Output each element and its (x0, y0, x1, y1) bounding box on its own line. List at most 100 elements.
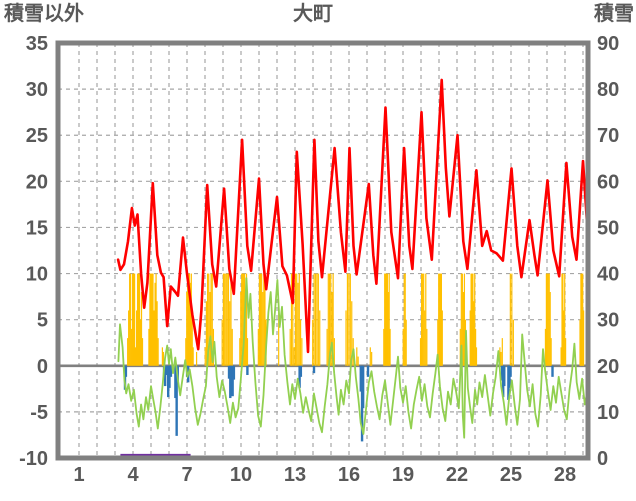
left-axis-tick-label: 25 (26, 125, 48, 147)
yellow-sunshine-bar (581, 273, 583, 366)
yellow-sunshine-bar (422, 273, 424, 366)
blue-precip-bar (168, 365, 171, 388)
yellow-sunshine-bar (560, 347, 562, 366)
yellow-sunshine-bar (461, 273, 463, 366)
yellow-sunshine-bar (386, 273, 388, 366)
yellow-sunshine-bar (156, 301, 158, 366)
x-axis-tick-label: 22 (446, 464, 468, 486)
yellow-sunshine-bar (563, 310, 565, 366)
plot-border (55, 40, 591, 461)
yellow-sunshine-bar (511, 273, 513, 366)
yellow-sunshine-bar (140, 292, 143, 366)
yellow-sunshine-bar (190, 273, 192, 366)
right-axis-tick-label: 10 (597, 402, 619, 424)
blue-precip-bar (167, 365, 170, 398)
yellow-sunshine-bar (134, 347, 137, 366)
yellow-sunshine-bar (185, 338, 187, 366)
yellow-sunshine-bar (469, 310, 471, 366)
yellow-sunshine-bar (371, 351, 373, 366)
yellow-sunshine-bar (132, 273, 134, 366)
yellow-sunshine-bar (313, 273, 315, 366)
yellow-sunshine-bar (439, 273, 442, 366)
blue-precip-bar (246, 365, 249, 375)
yellow-sunshine-bar (261, 273, 263, 366)
yellow-sunshine-bar (231, 328, 233, 366)
yellow-sunshine-bar (208, 273, 210, 366)
yellow-sunshine-bar (582, 273, 584, 366)
yellow-sunshine-bar (151, 273, 153, 366)
yellow-sunshine-bar (259, 273, 262, 366)
left-axis-tick-label: 15 (26, 217, 48, 239)
yellow-sunshine-bar (545, 273, 547, 366)
yellow-sunshine-bar (332, 273, 334, 366)
left-axis-tick-label: 0 (37, 356, 48, 378)
yellow-sunshine-bar (148, 328, 150, 366)
yellow-sunshine-bar (328, 273, 331, 366)
yellow-sunshine-bar (293, 347, 295, 366)
yellow-sunshine-bar (419, 338, 422, 366)
yellow-sunshine-bar (333, 338, 335, 366)
right-axis-tick-label: 0 (597, 448, 608, 470)
yellow-sunshine-bar (245, 273, 248, 366)
yellow-sunshine-bar (136, 273, 139, 366)
yellow-sunshine-bar (141, 338, 144, 366)
yellow-sunshine-bar (241, 273, 243, 366)
x-axis-tick-label: 28 (554, 464, 576, 486)
yellow-sunshine-bar (187, 273, 190, 366)
yellow-sunshine-bar (402, 328, 404, 366)
yellow-sunshine-bar (440, 273, 442, 366)
yellow-sunshine-bar (425, 273, 427, 366)
yellow-sunshine-bar (326, 328, 328, 366)
blue-precip-bar (366, 365, 370, 377)
left-axis-title: 積雪以外 (4, 3, 84, 25)
yellow-sunshine-bar (226, 273, 228, 366)
yellow-sunshine-bar (474, 273, 476, 366)
yellow-sunshine-bar (385, 273, 388, 366)
yellow-sunshine-bar (475, 328, 477, 366)
yellow-sunshine-bar (438, 273, 440, 366)
yellow-sunshine-bar (475, 347, 478, 366)
yellow-sunshine-bar (437, 319, 439, 366)
yellow-sunshine-bar (135, 310, 138, 366)
yellow-sunshine-bar (403, 273, 405, 366)
yellow-sunshine-bar (130, 273, 132, 366)
yellow-sunshine-bar (316, 273, 318, 366)
yellow-sunshine-bar (330, 273, 332, 366)
left-axis-tick-label: 5 (37, 310, 48, 332)
yellow-sunshine-bar (127, 338, 129, 366)
yellow-sunshine-bar (470, 273, 472, 366)
yellow-sunshine-bar (297, 282, 299, 366)
yellow-sunshine-bar (499, 347, 501, 366)
left-axis-tick-label: -10 (19, 448, 48, 470)
yellow-sunshine-bar (222, 273, 225, 366)
yellow-sunshine-bar (204, 347, 206, 366)
yellow-sunshine-bar (550, 338, 552, 366)
x-axis-tick-label: 10 (230, 464, 252, 486)
yellow-sunshine-bar (246, 338, 249, 366)
left-axis-tick-label: 30 (26, 79, 48, 101)
blue-precip-bar (503, 365, 506, 387)
yellow-sunshine-bar (149, 273, 151, 366)
yellow-sunshine-bar (289, 328, 291, 366)
yellow-sunshine-bar (137, 273, 140, 366)
blue-precip-bar (232, 365, 236, 380)
yellow-sunshine-bar (133, 273, 135, 366)
right-axis-tick-label: 20 (597, 356, 619, 378)
yellow-sunshine-bar (154, 282, 156, 366)
yellow-sunshine-bar (579, 319, 581, 366)
yellow-sunshine-bar (161, 347, 163, 366)
left-axis-tick-label: 20 (26, 171, 48, 193)
blue-precip-bar (299, 365, 303, 377)
right-axis-tick-label: 80 (597, 79, 619, 101)
red-temperature-line (116, 78, 588, 354)
yellow-sunshine-bar (565, 338, 567, 366)
yellow-sunshine-bar (348, 273, 350, 366)
yellow-sunshine-bar (263, 273, 265, 366)
yellow-sunshine-bar (546, 273, 548, 366)
x-axis-tick-label: 4 (127, 464, 139, 486)
yellow-sunshine-bar (389, 328, 391, 366)
blue-precip-bar (509, 365, 512, 377)
yellow-sunshine-bar (138, 273, 141, 366)
